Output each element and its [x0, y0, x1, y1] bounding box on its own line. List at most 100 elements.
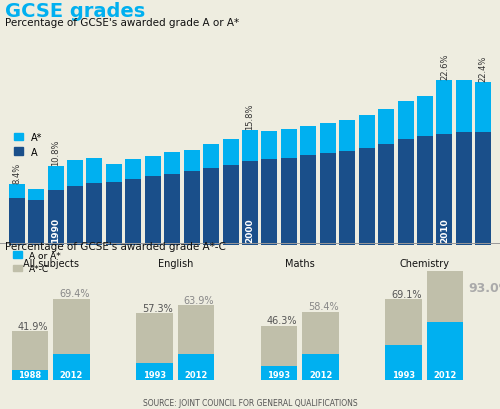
Text: 2012: 2012	[309, 370, 332, 379]
Bar	[164, 153, 180, 174]
Bar	[262, 132, 278, 160]
Text: Percentage of GCSE's awarded grade A*-C: Percentage of GCSE's awarded grade A*-C	[5, 241, 226, 251]
Bar	[476, 133, 492, 245]
Bar	[281, 130, 297, 158]
Text: 69.1%: 69.1%	[391, 289, 422, 299]
Text: 2012: 2012	[184, 370, 208, 379]
Bar	[262, 160, 278, 245]
Text: 1993: 1993	[143, 370, 166, 379]
Legend: A or A*, A*-C: A or A*, A*-C	[10, 247, 64, 277]
Bar	[67, 187, 83, 245]
Text: SOURCE: JOINT COUNCIL FOR GENERAL QUALIFICATIONS: SOURCE: JOINT COUNCIL FOR GENERAL QUALIF…	[142, 398, 358, 407]
Bar	[126, 160, 142, 180]
Bar	[12, 331, 48, 380]
Text: 8.4%: 8.4%	[12, 162, 21, 183]
Text: All subjects: All subjects	[22, 258, 78, 268]
Bar	[386, 345, 422, 380]
Bar	[106, 165, 122, 183]
Bar	[178, 354, 214, 380]
Text: 93.0%: 93.0%	[468, 281, 500, 294]
Bar	[8, 198, 24, 245]
Bar	[300, 156, 316, 245]
Text: 1988: 1988	[18, 370, 42, 379]
Text: 1990: 1990	[51, 218, 60, 243]
Bar	[203, 145, 219, 169]
Bar	[300, 127, 316, 156]
Bar	[281, 158, 297, 245]
Bar	[427, 322, 464, 380]
Bar	[178, 306, 214, 380]
Bar	[417, 97, 433, 137]
Bar	[436, 135, 452, 245]
Bar	[28, 189, 44, 200]
Bar	[398, 140, 413, 245]
Bar	[386, 300, 422, 380]
Bar	[145, 177, 161, 245]
Bar	[28, 200, 44, 245]
Bar	[53, 299, 90, 380]
Bar	[417, 137, 433, 245]
Bar	[320, 124, 336, 154]
Bar	[302, 354, 339, 380]
Bar	[222, 140, 238, 165]
Text: 15.8%: 15.8%	[246, 103, 254, 129]
Bar	[378, 144, 394, 245]
Text: 69.4%: 69.4%	[59, 289, 90, 299]
Bar	[456, 81, 472, 133]
Bar	[436, 81, 452, 135]
Text: GCSE grades: GCSE grades	[5, 2, 145, 21]
Text: 46.3%: 46.3%	[266, 316, 297, 326]
Bar	[86, 158, 102, 184]
Text: Chemistry: Chemistry	[400, 258, 450, 268]
Bar	[242, 162, 258, 245]
Bar	[164, 174, 180, 245]
Bar	[261, 326, 298, 380]
Bar	[339, 152, 355, 245]
Bar	[126, 180, 142, 245]
Bar	[53, 354, 90, 380]
Bar	[242, 130, 258, 162]
Bar	[136, 363, 173, 380]
Text: 63.9%: 63.9%	[184, 295, 214, 305]
Legend: A*, A: A*, A	[10, 128, 46, 161]
Text: 2000: 2000	[246, 218, 254, 243]
Text: 41.9%: 41.9%	[18, 321, 48, 331]
Text: 57.3%: 57.3%	[142, 303, 173, 313]
Bar	[136, 313, 173, 380]
Text: 2010: 2010	[440, 218, 449, 243]
Text: 2012: 2012	[60, 370, 83, 379]
Bar	[48, 167, 64, 191]
Bar	[302, 312, 339, 380]
Bar	[106, 183, 122, 245]
Bar	[203, 169, 219, 245]
Bar	[48, 191, 64, 245]
Text: 58.4%: 58.4%	[308, 301, 339, 312]
Text: 1993: 1993	[392, 370, 415, 379]
Bar	[261, 366, 298, 380]
Text: 22.6%: 22.6%	[440, 54, 449, 80]
Bar	[145, 157, 161, 177]
Text: Maths: Maths	[285, 258, 314, 268]
Bar	[184, 172, 200, 245]
Bar	[358, 116, 374, 149]
Bar	[456, 133, 472, 245]
Bar	[320, 154, 336, 245]
Bar	[222, 165, 238, 245]
Bar	[427, 272, 464, 380]
Bar	[67, 161, 83, 187]
Text: 2012: 2012	[434, 370, 457, 379]
Bar	[8, 184, 24, 198]
Text: English: English	[158, 258, 193, 268]
Bar	[378, 110, 394, 144]
Bar	[398, 102, 413, 140]
Bar	[358, 149, 374, 245]
Bar	[339, 121, 355, 152]
Text: 22.4%: 22.4%	[479, 55, 488, 81]
Text: 10.8%: 10.8%	[51, 139, 60, 166]
Text: Percentage of GCSE's awarded grade A or A*: Percentage of GCSE's awarded grade A or …	[5, 18, 239, 28]
Text: 1993: 1993	[268, 370, 290, 379]
Bar	[184, 150, 200, 172]
Bar	[476, 83, 492, 133]
Bar	[86, 184, 102, 245]
Bar	[12, 371, 48, 380]
